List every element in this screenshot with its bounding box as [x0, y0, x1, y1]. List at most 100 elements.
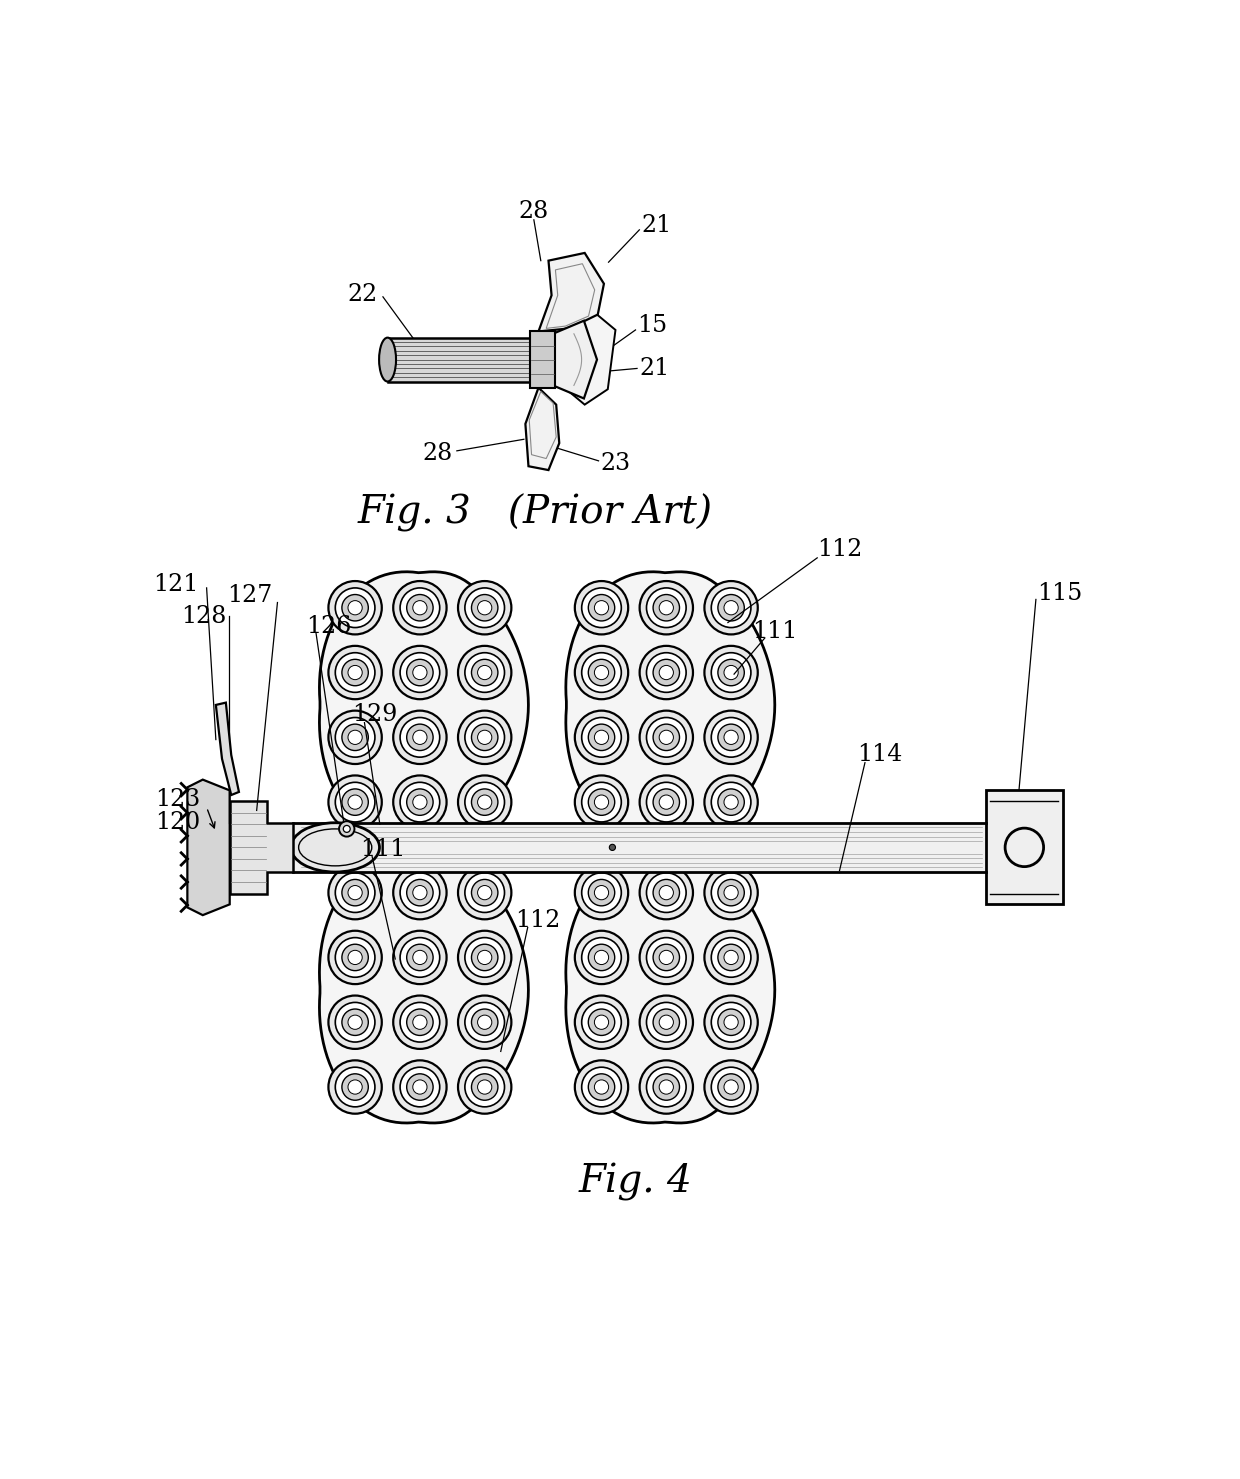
- Bar: [529, 331, 554, 387]
- Circle shape: [393, 867, 446, 920]
- Circle shape: [329, 995, 382, 1049]
- Polygon shape: [562, 311, 615, 405]
- Circle shape: [588, 944, 615, 970]
- Circle shape: [465, 589, 505, 627]
- Circle shape: [575, 930, 629, 984]
- Circle shape: [704, 775, 758, 828]
- Circle shape: [724, 1080, 738, 1094]
- Circle shape: [660, 1015, 673, 1029]
- Circle shape: [401, 873, 440, 913]
- Circle shape: [609, 845, 615, 850]
- Circle shape: [458, 867, 511, 920]
- Circle shape: [724, 731, 738, 744]
- Circle shape: [582, 873, 621, 913]
- Circle shape: [471, 788, 498, 815]
- Ellipse shape: [379, 337, 396, 382]
- Text: 111: 111: [753, 620, 797, 643]
- Circle shape: [712, 652, 751, 692]
- Circle shape: [342, 1074, 368, 1100]
- Circle shape: [401, 1068, 440, 1106]
- Polygon shape: [187, 779, 229, 916]
- Circle shape: [724, 951, 738, 964]
- Circle shape: [704, 710, 758, 765]
- Circle shape: [471, 1074, 498, 1100]
- Circle shape: [582, 938, 621, 978]
- Text: 21: 21: [640, 356, 670, 380]
- Circle shape: [471, 660, 498, 686]
- Circle shape: [646, 1003, 686, 1043]
- Circle shape: [329, 1060, 382, 1114]
- Text: 127: 127: [227, 584, 272, 606]
- Circle shape: [712, 873, 751, 913]
- Circle shape: [640, 1060, 693, 1114]
- Circle shape: [718, 1074, 744, 1100]
- Circle shape: [393, 646, 446, 700]
- Circle shape: [718, 880, 744, 905]
- Circle shape: [582, 652, 621, 692]
- Circle shape: [582, 1068, 621, 1106]
- Circle shape: [471, 880, 498, 905]
- Circle shape: [588, 595, 615, 621]
- Circle shape: [653, 944, 680, 970]
- Circle shape: [471, 1009, 498, 1035]
- Text: 112: 112: [817, 538, 863, 561]
- Circle shape: [329, 581, 382, 634]
- Circle shape: [594, 731, 609, 744]
- Circle shape: [712, 1068, 751, 1106]
- Circle shape: [660, 951, 673, 964]
- Circle shape: [348, 796, 362, 809]
- Circle shape: [401, 938, 440, 978]
- Circle shape: [342, 1009, 368, 1035]
- Circle shape: [335, 1003, 374, 1043]
- Circle shape: [660, 886, 673, 899]
- Circle shape: [393, 775, 446, 828]
- Circle shape: [704, 581, 758, 634]
- Polygon shape: [320, 856, 528, 1123]
- Circle shape: [646, 782, 686, 822]
- Ellipse shape: [291, 822, 379, 873]
- Circle shape: [724, 886, 738, 899]
- Text: 23: 23: [601, 453, 631, 475]
- Text: Fig. 3   (Prior Art): Fig. 3 (Prior Art): [358, 493, 713, 531]
- Circle shape: [704, 1060, 758, 1114]
- Circle shape: [594, 886, 609, 899]
- Circle shape: [653, 1009, 680, 1035]
- Text: Fig. 4: Fig. 4: [579, 1164, 692, 1201]
- Circle shape: [343, 825, 350, 833]
- Circle shape: [465, 652, 505, 692]
- Circle shape: [407, 725, 433, 750]
- Text: 28: 28: [422, 442, 453, 464]
- Text: 114: 114: [857, 744, 903, 766]
- Circle shape: [594, 1015, 609, 1029]
- Circle shape: [660, 666, 673, 680]
- Circle shape: [477, 666, 492, 680]
- Circle shape: [653, 788, 680, 815]
- Circle shape: [477, 600, 492, 615]
- Text: 123: 123: [155, 788, 201, 810]
- Circle shape: [401, 652, 440, 692]
- Circle shape: [401, 589, 440, 627]
- Circle shape: [458, 1060, 511, 1114]
- Circle shape: [575, 646, 629, 700]
- Circle shape: [407, 944, 433, 970]
- Text: 126: 126: [306, 615, 351, 637]
- Circle shape: [646, 938, 686, 978]
- Circle shape: [329, 710, 382, 765]
- Circle shape: [407, 1074, 433, 1100]
- Circle shape: [465, 1003, 505, 1043]
- Circle shape: [704, 867, 758, 920]
- Circle shape: [718, 788, 744, 815]
- Text: 28: 28: [518, 200, 549, 223]
- Circle shape: [718, 944, 744, 970]
- Polygon shape: [526, 387, 559, 470]
- Circle shape: [653, 595, 680, 621]
- Circle shape: [712, 782, 751, 822]
- Circle shape: [401, 782, 440, 822]
- Bar: [986, 790, 1063, 904]
- Circle shape: [712, 717, 751, 757]
- Circle shape: [329, 646, 382, 700]
- Circle shape: [704, 646, 758, 700]
- Circle shape: [718, 595, 744, 621]
- Circle shape: [646, 589, 686, 627]
- Circle shape: [465, 938, 505, 978]
